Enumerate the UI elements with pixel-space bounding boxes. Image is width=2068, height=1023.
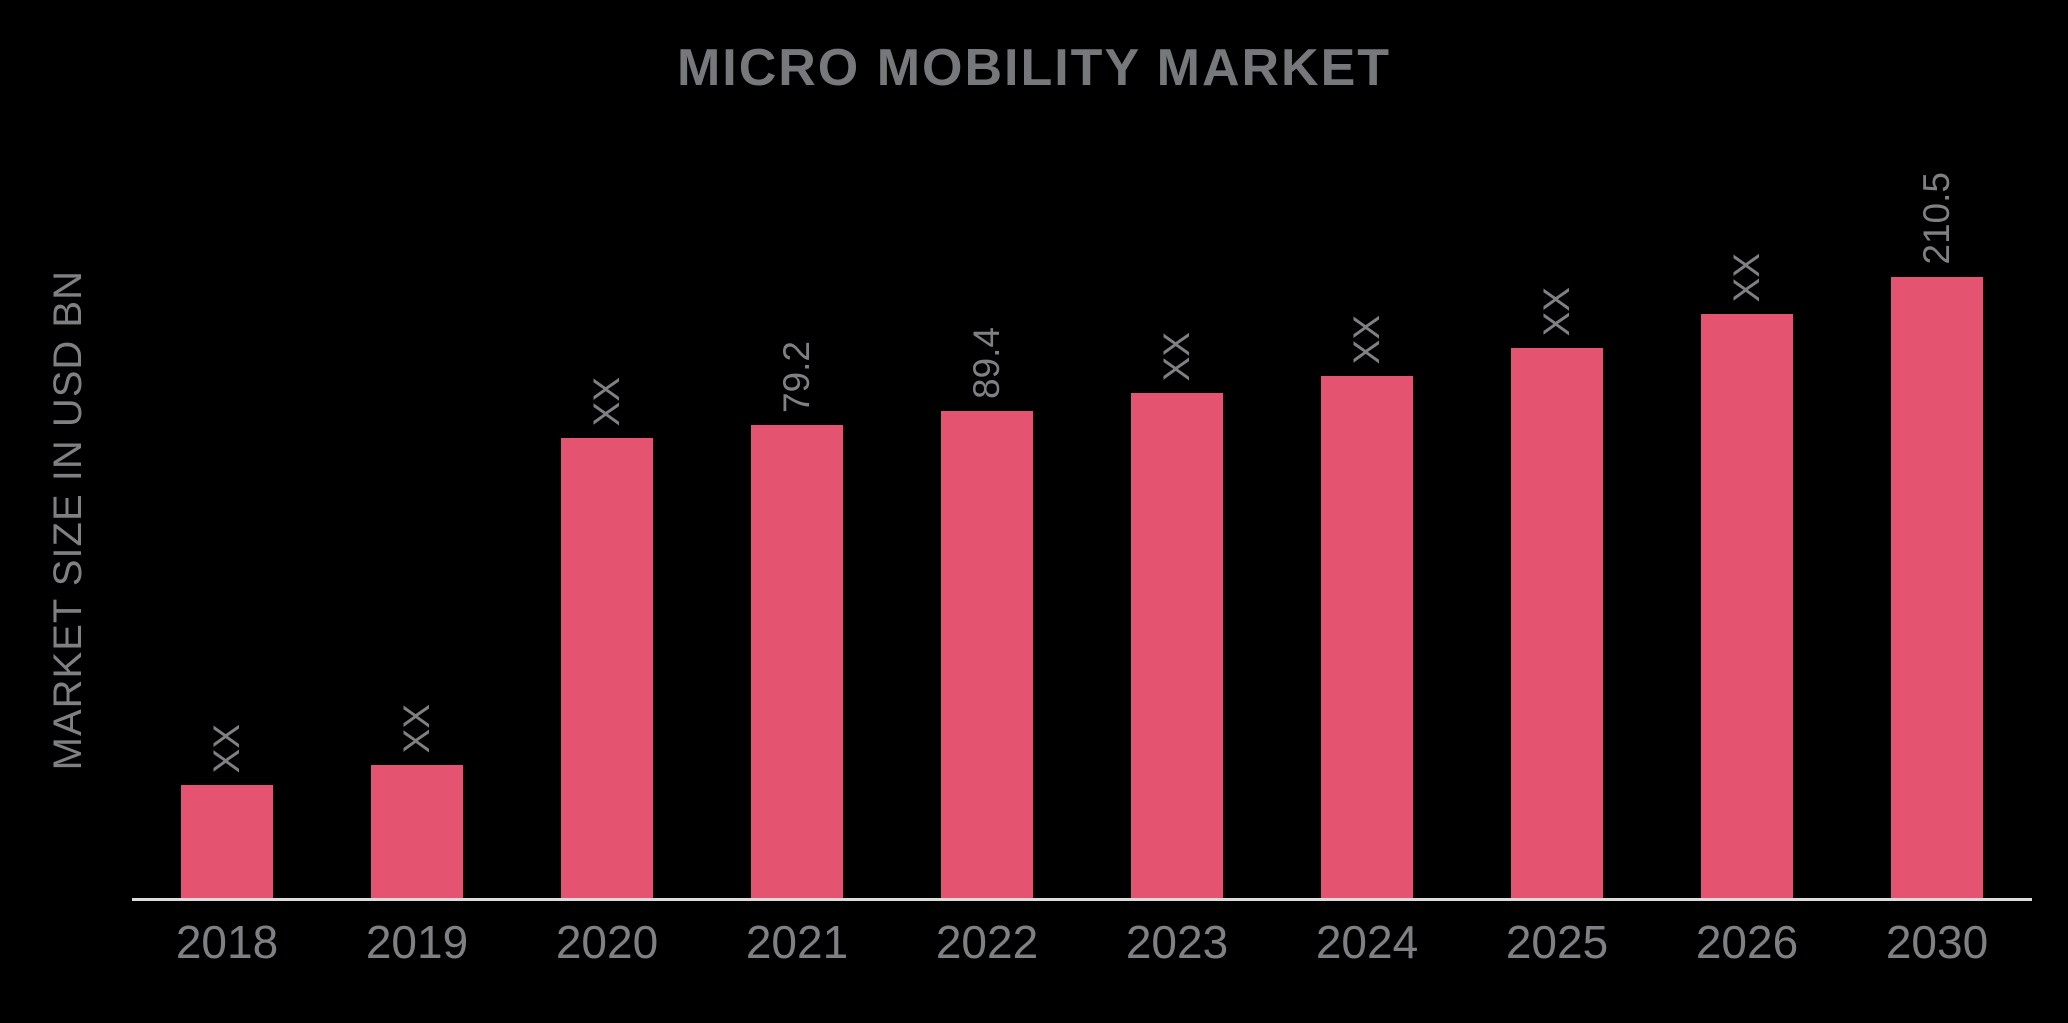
x-tick-label: 2024: [1315, 916, 1419, 968]
bar: [1131, 393, 1223, 898]
bar-value-label: XX: [396, 703, 437, 753]
bar-value-label: XX: [206, 723, 247, 773]
x-tick-label: 2023: [1125, 916, 1229, 968]
x-axis-tick-labels: 2018 2019 2020 2021 2022 2023 2024 2025 2026 2030: [132, 915, 2032, 969]
bar-value-label: 89.4: [966, 326, 1007, 399]
bar: [941, 411, 1033, 898]
bar-column: XX: [132, 130, 322, 898]
y-axis: MARKET SIZE IN USD BN: [38, 140, 98, 900]
bar-value-label: XX: [1536, 286, 1577, 336]
chart-title: MICRO MOBILITY MARKET: [676, 39, 1392, 97]
x-tick-label: 2019: [365, 916, 469, 968]
x-tick-label: 2030: [1885, 916, 1989, 968]
bar-value-label: XX: [586, 376, 627, 426]
x-tick-label: 2022: [935, 916, 1039, 968]
x-tick-label: 2018: [175, 916, 279, 968]
bar: [181, 785, 273, 898]
bar-value-label: 210.5: [1916, 172, 1957, 265]
bar: [371, 765, 463, 898]
plot-area: XX XX XX 79.2 89.4 XX XX XX XX 210.5: [132, 130, 2032, 901]
bar: [1321, 376, 1413, 898]
x-tick-label: 2025: [1505, 916, 1609, 968]
bar-column: XX: [1462, 130, 1652, 898]
bar-value-label: XX: [1346, 314, 1387, 364]
bar: [1891, 277, 1983, 898]
bar: [1511, 348, 1603, 898]
bar: [751, 425, 843, 898]
bar-value-label: 79.2: [776, 340, 817, 413]
bar-column: 210.5: [1842, 130, 2032, 898]
bar-value-label: XX: [1726, 252, 1767, 302]
bar-column: 89.4: [892, 130, 1082, 898]
bar-column: XX: [1652, 130, 1842, 898]
bar-column: 79.2: [702, 130, 892, 898]
bar: [1701, 314, 1793, 898]
x-tick-label: 2026: [1695, 916, 1799, 968]
bar-value-label: XX: [1156, 331, 1197, 381]
x-tick-label: 2021: [745, 916, 849, 968]
y-axis-label: MARKET SIZE IN USD BN: [45, 269, 90, 771]
x-tick-label: 2020: [555, 916, 659, 968]
bar-column: XX: [1082, 130, 1272, 898]
bar-column: XX: [1272, 130, 1462, 898]
bar-column: XX: [512, 130, 702, 898]
bar: [561, 438, 653, 898]
bar-column: XX: [322, 130, 512, 898]
